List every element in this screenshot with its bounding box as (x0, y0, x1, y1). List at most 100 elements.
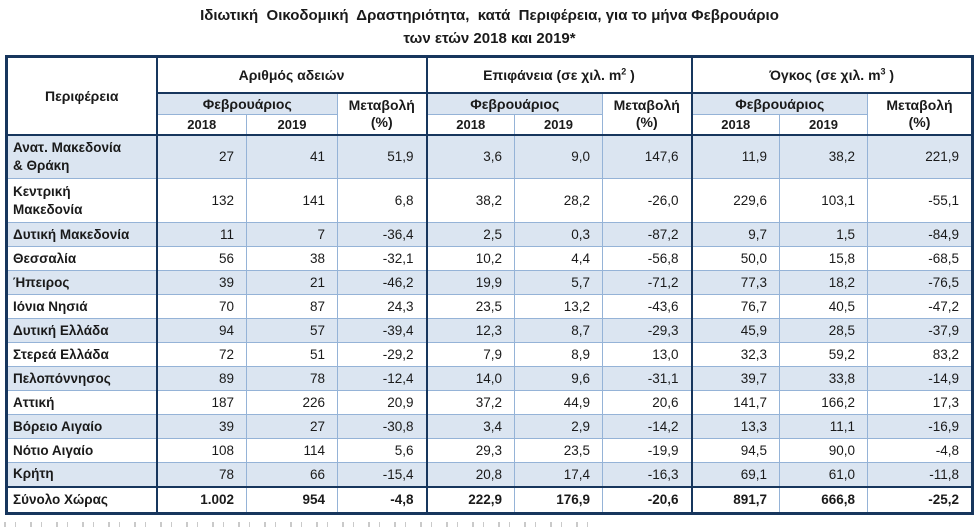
value-cell: 56 (156, 246, 247, 271)
value-cell: -11,8 (867, 462, 973, 487)
change-header-volume: Μεταβολή (%) (867, 92, 973, 136)
total-value-cell: 954 (246, 485, 338, 514)
value-cell: -46,2 (337, 270, 428, 295)
value-cell: 40,5 (779, 294, 868, 319)
table-row: Δυτική Ελλάδα 94 57 -39,4 12,3 8,7 -29,3 45,9 28… (6, 318, 973, 343)
value-cell: 13,3 (691, 414, 780, 439)
group-header-surface-suffix: ) (626, 66, 635, 83)
value-cell: 114 (246, 438, 338, 463)
total-value-cell: -25,2 (867, 485, 973, 514)
value-cell: 76,7 (691, 294, 780, 319)
value-cell: -29,3 (602, 318, 693, 343)
value-cell: 5,7 (514, 270, 603, 295)
region-cell: Ιόνια Νησιά (6, 294, 158, 319)
region-cell: Κρήτη (6, 462, 158, 487)
value-cell: 27 (156, 134, 247, 179)
group-header-permits: Αριθμός αδειών (156, 56, 428, 94)
value-cell: 17,3 (867, 390, 973, 415)
value-cell: -84,9 (867, 222, 973, 247)
value-cell: 2,5 (426, 222, 515, 247)
value-cell: 132 (156, 178, 247, 223)
region-cell: Πελοπόννησος (6, 366, 158, 391)
region-cell: Θεσσαλία (6, 246, 158, 271)
year-header-permits-2019: 2019 (246, 114, 338, 136)
value-cell: -39,4 (337, 318, 428, 343)
value-cell: 166,2 (779, 390, 868, 415)
value-cell: -14,2 (602, 414, 693, 439)
value-cell: 12,3 (426, 318, 515, 343)
value-cell: 8,9 (514, 342, 603, 367)
value-cell: 14,0 (426, 366, 515, 391)
group-header-volume-text: Όγκος (σε χιλ. m (769, 66, 881, 83)
value-cell: 9,6 (514, 366, 603, 391)
change-header-volume-l1: Μεταβολή (886, 97, 953, 114)
change-header-surface: Μεταβολή (%) (602, 92, 693, 136)
group-header-surface: Επιφάνεια (σε χιλ. m2 ) (426, 56, 693, 94)
value-cell: -16,3 (602, 462, 693, 487)
value-cell: 11,9 (691, 134, 780, 179)
value-cell: 38,2 (779, 134, 868, 179)
value-cell: 6,8 (337, 178, 428, 223)
value-cell: 4,4 (514, 246, 603, 271)
value-cell: 20,6 (602, 390, 693, 415)
value-cell: 10,2 (426, 246, 515, 271)
value-cell: -16,9 (867, 414, 973, 439)
value-cell: 11,1 (779, 414, 868, 439)
cutoff-footnote-text (4, 522, 589, 527)
value-cell: 20,9 (337, 390, 428, 415)
value-cell: 29,3 (426, 438, 515, 463)
value-cell: 78 (156, 462, 247, 487)
region-cell: Νότιο Αιγαίο (6, 438, 158, 463)
region-cell: Δυτική Μακεδονία (6, 222, 158, 247)
value-cell: 83,2 (867, 342, 973, 367)
value-cell: 15,8 (779, 246, 868, 271)
table-row: Δυτική Μακεδονία 11 7 -36,4 2,5 0,3 -87,2 9,7 1,… (6, 222, 973, 247)
value-cell: 61,0 (779, 462, 868, 487)
document-title: Ιδιωτική Οικοδομική Δραστηριότητα, κατά … (0, 0, 979, 50)
value-cell: 13,2 (514, 294, 603, 319)
value-cell: 7 (246, 222, 338, 247)
value-cell: -31,1 (602, 366, 693, 391)
table-row: Κεντρική Μακεδονία 132 141 6,8 38,2 28,2 -26,0… (6, 178, 973, 223)
value-cell: 226 (246, 390, 338, 415)
title-line-1: Ιδιωτική Οικοδομική Δραστηριότητα, κατά … (200, 7, 779, 24)
value-cell: 77,3 (691, 270, 780, 295)
change-header-surface-l1: Μεταβολή (613, 97, 680, 114)
change-header-permits: Μεταβολή (%) (337, 92, 428, 136)
value-cell: 108 (156, 438, 247, 463)
value-cell: 89 (156, 366, 247, 391)
value-cell: 27 (246, 414, 338, 439)
value-cell: 51 (246, 342, 338, 367)
total-row: Σύνολο Χώρας 1.002 954 -4,8 222,9 176,9 -20,6 8… (6, 485, 973, 514)
table-row: Βόρειο Αιγαίο 39 27 -30,8 3,4 2,9 -14,2 13,3 11,… (6, 414, 973, 439)
value-cell: 13,0 (602, 342, 693, 367)
year-header-surface-2019: 2019 (514, 114, 603, 136)
value-cell: 103,1 (779, 178, 868, 223)
value-cell: 72 (156, 342, 247, 367)
value-cell: -43,6 (602, 294, 693, 319)
year-header-volume-2018: 2018 (691, 114, 780, 136)
value-cell: 59,2 (779, 342, 868, 367)
value-cell: 9,7 (691, 222, 780, 247)
value-cell: 57 (246, 318, 338, 343)
value-cell: -19,9 (602, 438, 693, 463)
table-row: Θεσσαλία 56 38 -32,1 10,2 4,4 -56,8 50,0 15,8 -68… (6, 246, 973, 271)
total-value-cell: -20,6 (602, 485, 693, 514)
year-header-volume-2019: 2019 (779, 114, 868, 136)
value-cell: 1,5 (779, 222, 868, 247)
value-cell: 18,2 (779, 270, 868, 295)
value-cell: 20,8 (426, 462, 515, 487)
value-cell: -12,4 (337, 366, 428, 391)
value-cell: 28,5 (779, 318, 868, 343)
value-cell: 229,6 (691, 178, 780, 223)
value-cell: 11 (156, 222, 247, 247)
table-row: Αττική 187 226 20,9 37,2 44,9 20,6 141,7 166,2 17… (6, 390, 973, 415)
total-value-cell: 222,9 (426, 485, 515, 514)
value-cell: 37,2 (426, 390, 515, 415)
region-cell: Ανατ. Μακεδονία & Θράκη (6, 134, 158, 179)
value-cell: 8,7 (514, 318, 603, 343)
value-cell: -36,4 (337, 222, 428, 247)
value-cell: 3,6 (426, 134, 515, 179)
value-cell: -56,8 (602, 246, 693, 271)
value-cell: 90,0 (779, 438, 868, 463)
